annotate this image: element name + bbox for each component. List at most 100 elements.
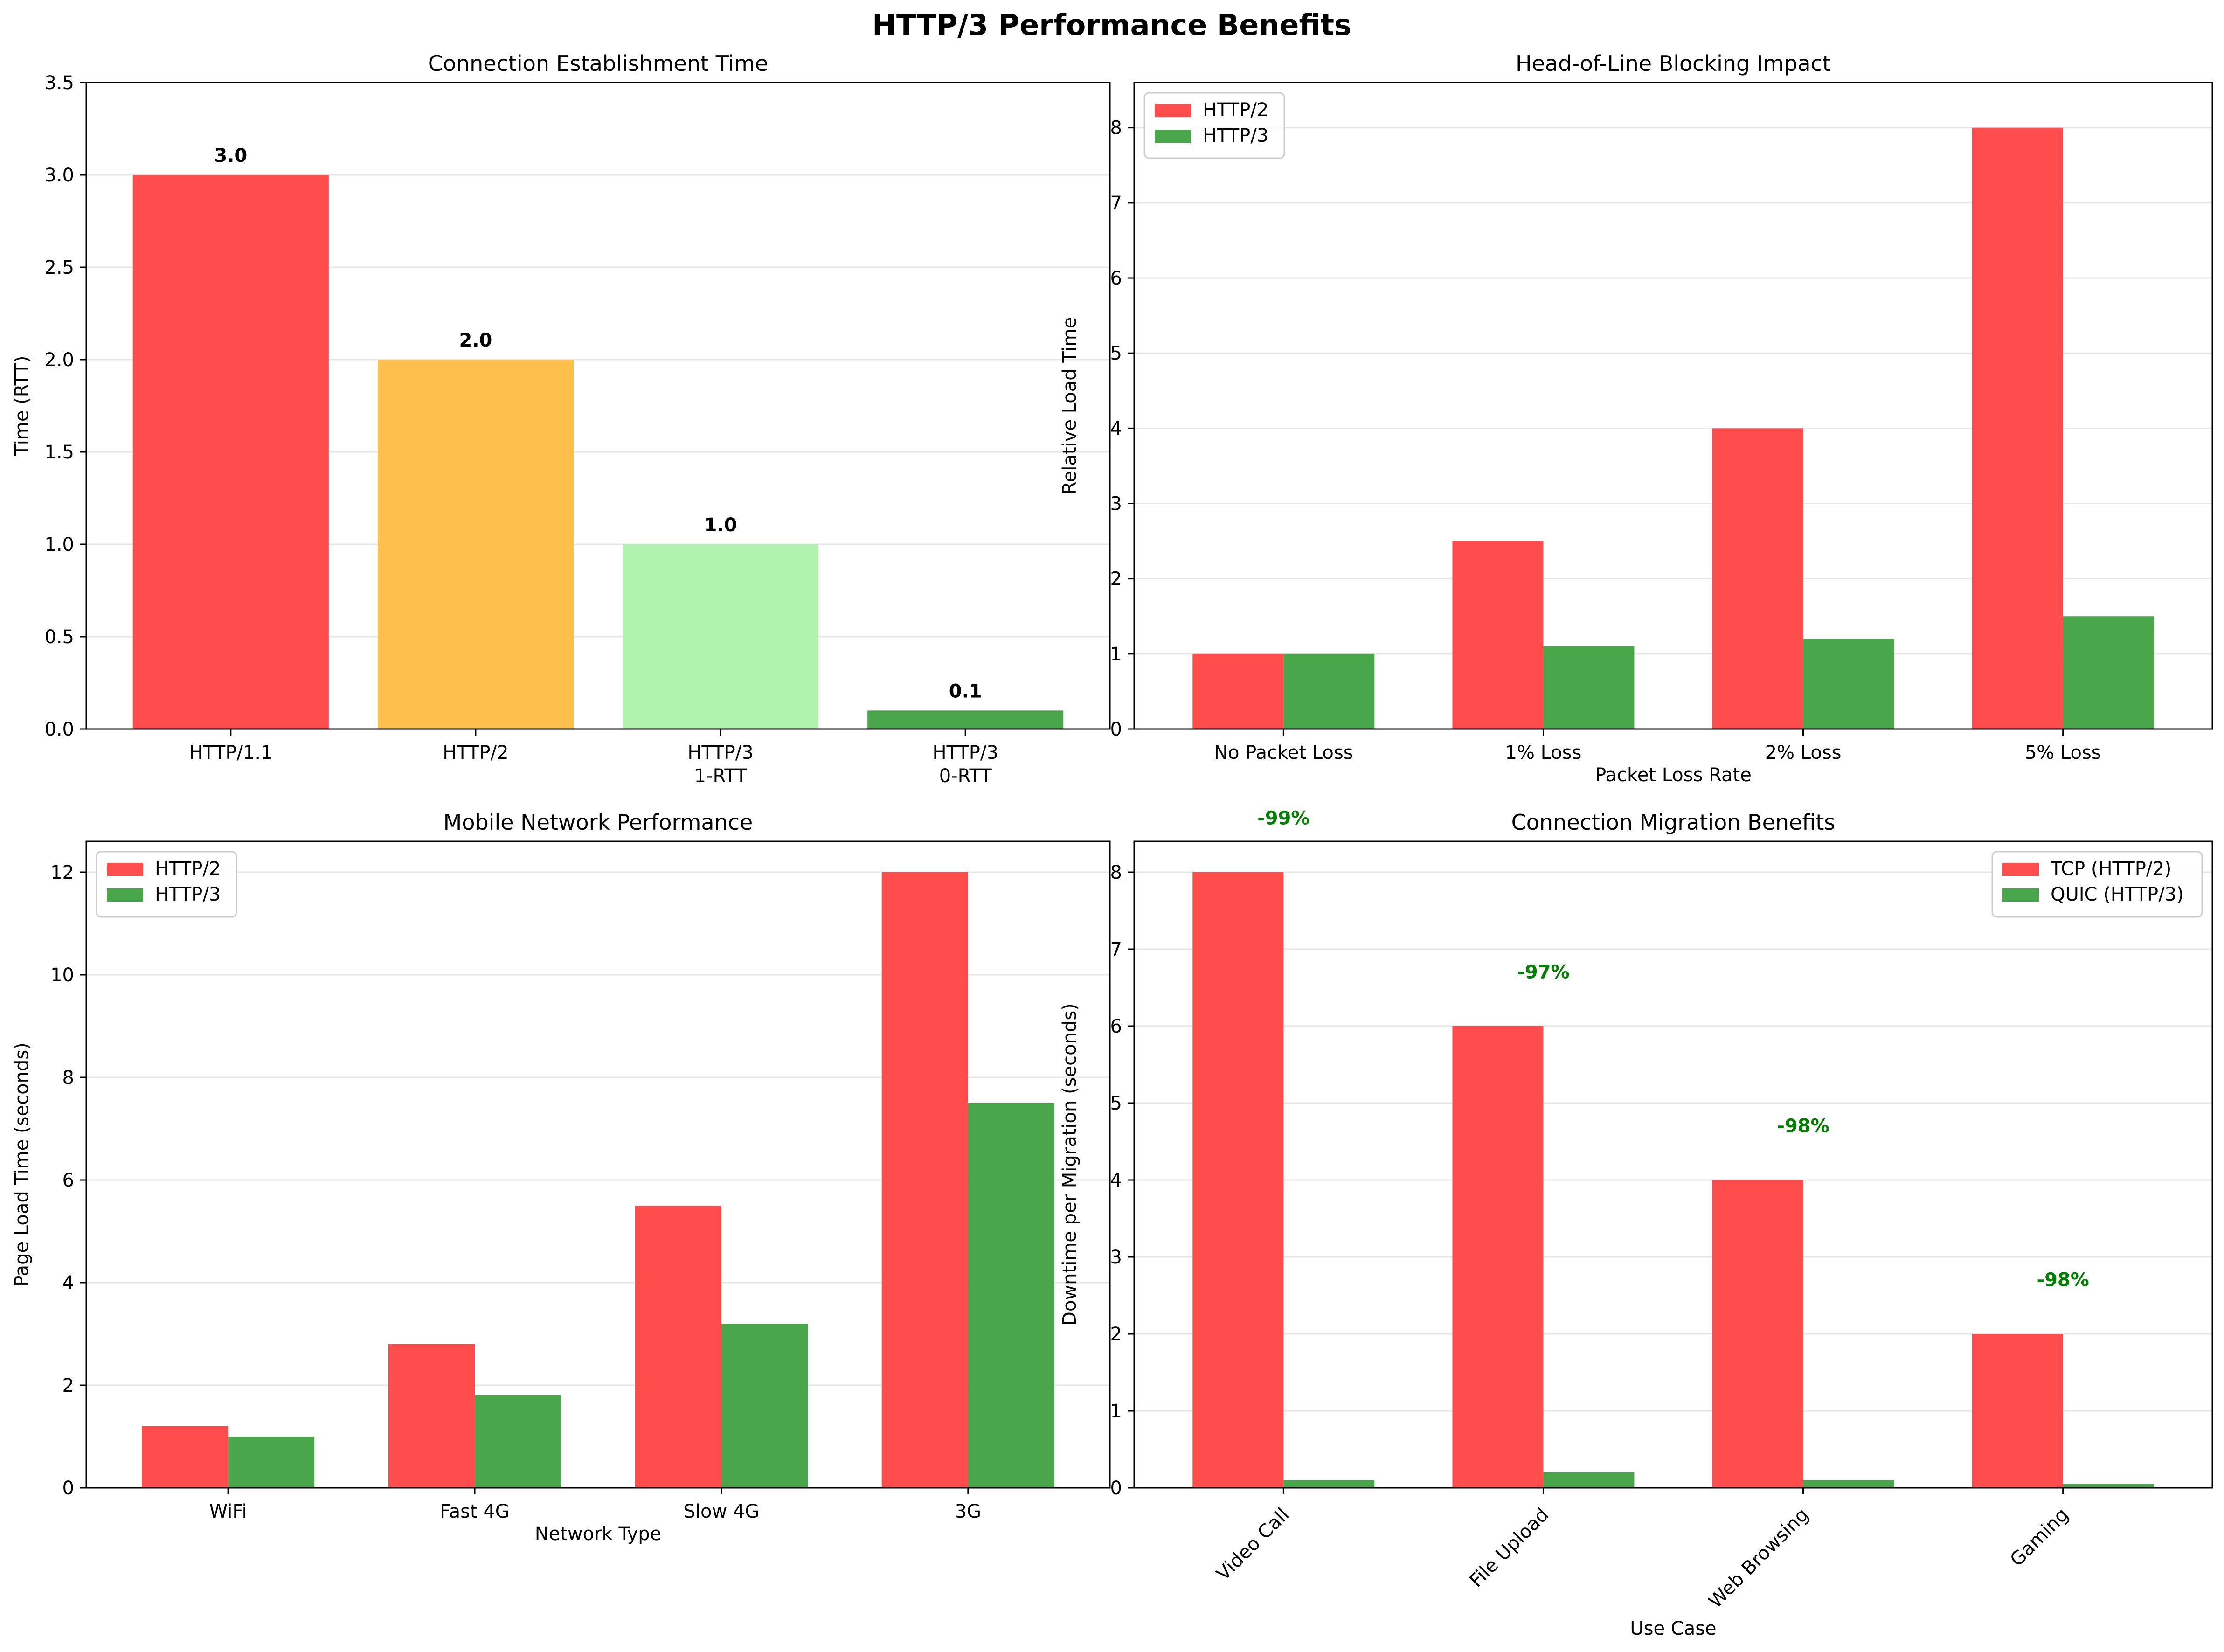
- x-tick-label-line: 0-RTT: [939, 765, 992, 787]
- y-tick-label: 0.5: [44, 626, 74, 648]
- y-tick-label: 2: [62, 1375, 74, 1396]
- y-tick-label: 10: [50, 965, 74, 986]
- bar: [1283, 1480, 1375, 1488]
- y-tick-label: 0: [1110, 1478, 1122, 1499]
- chart-title: Mobile Network Performance: [443, 810, 753, 835]
- x-axis-label: Use Case: [1630, 1618, 1716, 1639]
- x-tick-label: 2% Loss: [1765, 742, 1842, 764]
- legend-label: HTTP/3: [155, 884, 221, 905]
- x-tick-label-line: HTTP/1.1: [189, 742, 272, 764]
- bar: [1972, 127, 2063, 729]
- y-tick-label: 1: [1110, 1401, 1122, 1422]
- bar: [132, 175, 329, 729]
- legend-swatch: [1155, 104, 1191, 117]
- figure-title: HTTP/3 Performance Benefits: [872, 8, 1351, 42]
- axes-frame: [1133, 82, 2213, 730]
- y-tick-label: 0.0: [44, 719, 74, 740]
- annotation-label: -99%: [1257, 808, 1309, 829]
- y-tick-label: 2: [1110, 569, 1122, 590]
- chart-title: Head-of-Line Blocking Impact: [1516, 51, 1831, 76]
- y-tick-label: 4: [1110, 1170, 1122, 1191]
- y-tick-label: 1.0: [44, 534, 74, 555]
- bar: [1543, 646, 1635, 729]
- bar: [1972, 1334, 2063, 1488]
- legend-box: [1991, 851, 2203, 918]
- bar: [1803, 639, 1894, 729]
- x-tick-label: HTTP/2: [443, 742, 508, 764]
- y-tick-label: 6: [1110, 268, 1122, 289]
- x-tick-label: Fast 4G: [440, 1501, 510, 1522]
- y-tick-label: 5: [1110, 343, 1122, 364]
- bar: [1192, 653, 1284, 729]
- legend-swatch: [1155, 130, 1191, 143]
- chart-panel-2: 0 1 2 3 4 5 6 7 8 No Packet Loss 1% Loss 2% Loss 5% …: [1059, 51, 2213, 786]
- y-tick-label: 8: [1110, 118, 1122, 139]
- y-tick-label: 3.0: [44, 165, 74, 186]
- legend: HTTP/2 HTTP/3: [1143, 92, 1285, 159]
- legend-label: TCP (HTTP/2): [2050, 858, 2171, 880]
- x-tick-label-line: 1% Loss: [1505, 742, 1581, 764]
- bar: [388, 1344, 475, 1488]
- y-tick-label: 1.5: [44, 442, 74, 463]
- x-tick-label-line: Slow 4G: [684, 1501, 760, 1522]
- x-tick-label-line: HTTP/2: [443, 742, 508, 764]
- bar: [968, 1103, 1054, 1488]
- x-axis-label: Packet Loss Rate: [1595, 764, 1752, 786]
- bar: [721, 1324, 808, 1488]
- bar: [1192, 872, 1284, 1488]
- axes-frame: [1133, 840, 2213, 1489]
- bar: [377, 360, 574, 729]
- chart-panel-3: 0 2 4 6 8 10 12 WiFi Fast 4G Slow 4G 3G Mobile Netw…: [11, 810, 1111, 1545]
- legend: HTTP/2 HTTP/3: [96, 851, 237, 918]
- legend-label: QUIC (HTTP/3): [2051, 884, 2184, 905]
- y-tick-label: 12: [50, 862, 74, 883]
- legend-swatch: [2002, 863, 2039, 876]
- bar: [1712, 428, 1803, 729]
- bar: [2063, 616, 2154, 729]
- annotation-label: -98%: [2037, 1270, 2089, 1291]
- x-tick-label: HTTP/1.1: [189, 742, 272, 764]
- bar: [228, 1437, 315, 1488]
- x-tick-label: HTTP/3 0-RTT: [933, 742, 998, 787]
- annotation-label: -97%: [1517, 962, 1569, 983]
- bar: [1712, 1180, 1803, 1488]
- y-tick-label: 0: [1110, 719, 1122, 740]
- bar: [475, 1395, 561, 1488]
- bar: [1452, 1026, 1544, 1488]
- x-axis-label: Network Type: [535, 1523, 662, 1545]
- y-axis-label: Time (RTT): [11, 356, 33, 457]
- bar: [867, 710, 1064, 729]
- x-tick-label-line: No Packet Loss: [1214, 742, 1353, 764]
- y-tick-label: 0: [62, 1478, 74, 1499]
- bar: [142, 1426, 229, 1488]
- bar: [1803, 1480, 1894, 1488]
- x-tick-label: 5% Loss: [2025, 742, 2101, 764]
- y-tick-label: 4: [62, 1272, 74, 1294]
- x-tick-label-line: WiFi: [209, 1501, 247, 1522]
- bar: [623, 544, 819, 729]
- y-tick-label: 4: [1110, 418, 1122, 439]
- data-label: 1.0: [704, 514, 737, 536]
- axes-frame: [85, 840, 1111, 1489]
- x-tick-label-line: 2% Loss: [1765, 742, 1842, 764]
- chart-title: Connection Establishment Time: [428, 51, 769, 76]
- x-tick-label: HTTP/3 1-RTT: [687, 742, 753, 787]
- y-tick-label: 7: [1110, 193, 1122, 214]
- x-tick-label-line: 5% Loss: [2025, 742, 2101, 764]
- data-label: 2.0: [459, 330, 492, 351]
- legend: TCP (HTTP/2) QUIC (HTTP/3): [1991, 851, 2203, 918]
- x-tick-label-line: Fast 4G: [440, 1501, 510, 1522]
- y-tick-label: 6: [1110, 1016, 1122, 1037]
- x-tick-label: No Packet Loss: [1214, 742, 1353, 764]
- x-tick-label-line: 1-RTT: [694, 765, 747, 787]
- legend-swatch: [107, 888, 143, 902]
- x-tick-label-line: HTTP/3: [933, 742, 998, 764]
- legend-label: HTTP/2: [1203, 99, 1268, 121]
- y-tick-label: 3: [1110, 1247, 1122, 1268]
- y-tick-label: 2: [1110, 1324, 1122, 1345]
- bar: [635, 1206, 721, 1488]
- legend-label: HTTP/3: [1203, 125, 1268, 146]
- y-axis-label: Downtime per Migration (seconds): [1059, 1003, 1081, 1326]
- x-tick-label-line: HTTP/3: [687, 742, 753, 764]
